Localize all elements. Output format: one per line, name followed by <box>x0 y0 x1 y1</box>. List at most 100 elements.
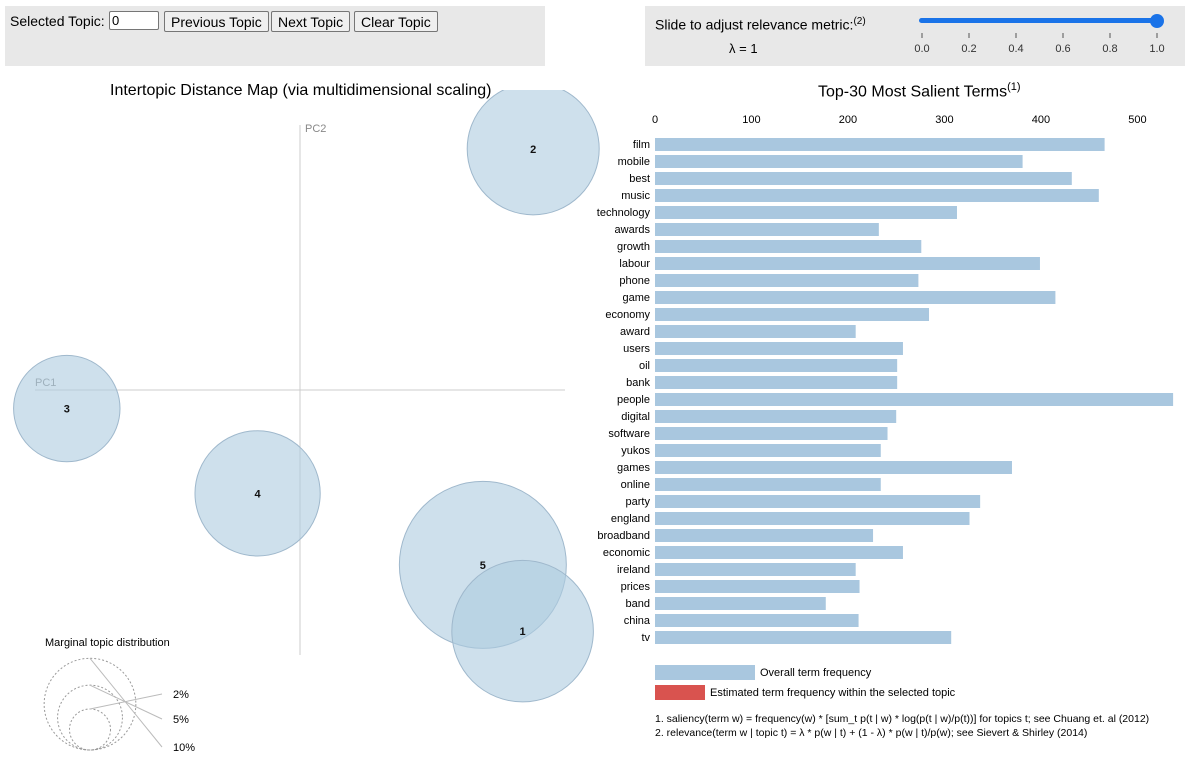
legend-overall-label: Overall term frequency <box>760 667 872 679</box>
salient-terms-title: Top-30 Most Salient Terms(1) <box>818 81 1021 101</box>
term-bar-digital <box>655 410 897 423</box>
clear-topic-button[interactable]: Clear Topic <box>354 11 438 32</box>
slider-label: Slide to adjust relevance metric:(2) <box>655 16 866 33</box>
topic-circle-3 <box>13 354 121 463</box>
term-bar-best <box>655 172 1072 185</box>
term-label-games: games <box>617 462 651 474</box>
legend-topic-swatch <box>655 685 705 700</box>
term-bar-users <box>655 342 903 355</box>
topic-label-5: 5 <box>480 560 486 572</box>
legend-circle-2pct <box>68 708 112 751</box>
term-bar-technology <box>655 206 957 219</box>
x-tick-label: 200 <box>839 114 857 126</box>
term-bar-economy <box>655 308 930 321</box>
footnote-1: 1. saliency(term w) = frequency(w) * [su… <box>655 713 1149 725</box>
term-label-film: film <box>633 139 650 151</box>
term-bar-england <box>655 512 970 525</box>
term-bar-game <box>655 291 1056 304</box>
topic-label-1: 1 <box>520 626 526 638</box>
term-bar-people <box>655 393 1174 406</box>
footnote-2: 2. relevance(term w | topic t) = λ * p(w… <box>655 727 1087 739</box>
term-label-yukos: yukos <box>621 445 650 457</box>
legend-circle-5pct <box>57 684 123 751</box>
term-label-awards: awards <box>615 224 651 236</box>
selected-topic-input[interactable] <box>109 11 159 30</box>
topic-label-2: 2 <box>530 144 536 156</box>
term-label-tv: tv <box>641 632 650 644</box>
term-bar-tv <box>655 631 952 644</box>
term-bar-broadband <box>655 529 874 542</box>
x-tick-label: 0 <box>652 114 658 126</box>
legend-label-10pct: 10% <box>173 742 195 754</box>
term-label-growth: growth <box>617 241 650 253</box>
term-bar-music <box>655 189 1099 202</box>
term-bar-band <box>655 597 826 610</box>
selected-topic-label: Selected Topic: <box>10 13 105 29</box>
lambda-value: λ = 1 <box>729 41 758 56</box>
intertopic-distance-map: PC1PC212345Marginal topic distribution2%… <box>13 90 600 754</box>
legend-leader-10pct <box>89 657 163 748</box>
relevance-slider-track[interactable] <box>919 18 1157 23</box>
term-bar-prices <box>655 580 860 593</box>
term-label-software: software <box>608 428 650 440</box>
x-tick-label: 300 <box>935 114 953 126</box>
term-label-ireland: ireland <box>617 564 650 576</box>
term-bar-games <box>655 461 1012 474</box>
term-bar-phone <box>655 274 919 287</box>
term-label-broadband: broadband <box>597 530 650 542</box>
legend-topic-label: Estimated term frequency within the sele… <box>710 687 956 699</box>
next-topic-button[interactable]: Next Topic <box>271 11 351 32</box>
term-bar-awards <box>655 223 879 236</box>
topic-circle-2 <box>466 90 600 216</box>
salient-terms-chart: 0 100 200 300 400 500 film mobile best music techn… <box>597 114 1174 739</box>
term-bar-bank <box>655 376 898 389</box>
relevance-slider-thumb[interactable] <box>1150 14 1164 28</box>
term-bar-ireland <box>655 563 856 576</box>
term-label-mobile: mobile <box>618 156 650 168</box>
previous-topic-button[interactable]: Previous Topic <box>164 11 269 32</box>
term-label-party: party <box>626 496 651 508</box>
intertopic-map-title: Intertopic Distance Map (via multidimens… <box>110 82 492 99</box>
term-label-music: music <box>621 190 650 202</box>
term-label-award: award <box>620 326 650 338</box>
term-label-economy: economy <box>605 309 650 321</box>
term-label-best: best <box>629 173 650 185</box>
term-label-technology: technology <box>597 207 651 219</box>
term-label-bank: bank <box>626 377 650 389</box>
term-label-people: people <box>617 394 650 406</box>
term-bar-labour <box>655 257 1040 270</box>
term-label-online: online <box>621 479 650 491</box>
term-bar-award <box>655 325 856 338</box>
term-bar-online <box>655 478 881 491</box>
term-bar-party <box>655 495 981 508</box>
relevance-slider-panel <box>645 6 1185 66</box>
term-bar-growth <box>655 240 922 253</box>
topic-circle-4 <box>194 430 321 557</box>
term-label-phone: phone <box>619 275 650 287</box>
term-label-labour: labour <box>619 258 650 270</box>
legend-overall-swatch <box>655 665 755 680</box>
term-label-england: england <box>611 513 650 525</box>
term-bar-yukos <box>655 444 881 457</box>
legend-leader-2pct <box>89 693 163 710</box>
legend-label-2pct: 2% <box>173 689 189 701</box>
topic-circle-1 <box>451 559 594 703</box>
term-label-users: users <box>623 343 650 355</box>
term-label-digital: digital <box>621 411 650 423</box>
term-label-band: band <box>626 598 650 610</box>
pc2-axis-label: PC2 <box>305 123 326 135</box>
term-bar-china <box>655 614 859 627</box>
term-label-china: china <box>624 615 651 627</box>
legend-label-5pct: 5% <box>173 714 189 726</box>
term-bar-software <box>655 427 888 440</box>
legend-circle-10pct <box>43 657 137 751</box>
term-bar-economic <box>655 546 903 559</box>
topic-label-3: 3 <box>64 404 70 416</box>
term-bar-mobile <box>655 155 1023 168</box>
marginal-distribution-title: Marginal topic distribution <box>45 637 170 649</box>
topic-label-4: 4 <box>255 488 262 500</box>
term-bar-oil <box>655 359 898 372</box>
x-tick-label: 500 <box>1128 114 1146 126</box>
x-tick-label: 100 <box>742 114 760 126</box>
term-label-prices: prices <box>621 581 651 593</box>
